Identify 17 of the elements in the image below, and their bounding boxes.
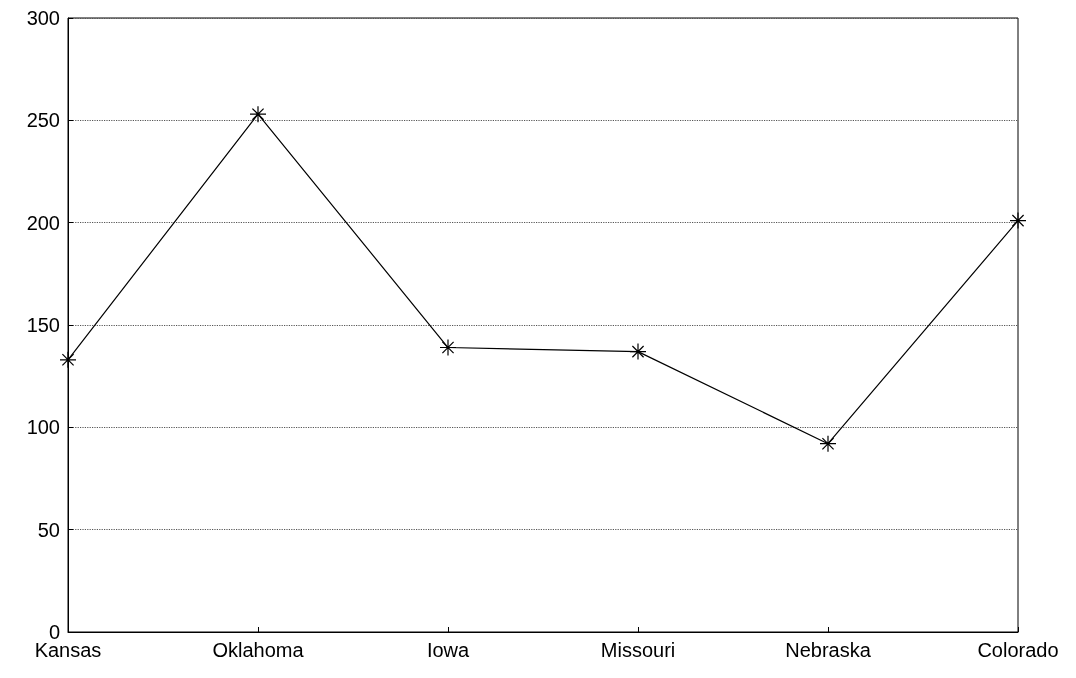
y-tick-label: 50 — [37, 518, 60, 541]
y-tick-label: 150 — [26, 314, 60, 336]
y-tick-label: 250 — [26, 109, 60, 132]
point — [629, 343, 647, 361]
point — [249, 105, 267, 123]
y-tick-label: 300 — [26, 7, 60, 29]
point — [1009, 212, 1027, 230]
point — [819, 435, 837, 453]
x-tick-label: Iowa — [426, 639, 470, 661]
x-tick-label: Oklahoma — [212, 639, 305, 661]
point — [439, 338, 457, 357]
y-tick-label: 200 — [26, 211, 60, 234]
y-tick-label: 100 — [26, 416, 60, 439]
x-tick-label: Missouri — [600, 639, 676, 661]
x-tick-label: Colorado — [977, 639, 1059, 661]
point — [59, 351, 77, 369]
x-tick-label: Nebraska — [785, 639, 872, 661]
